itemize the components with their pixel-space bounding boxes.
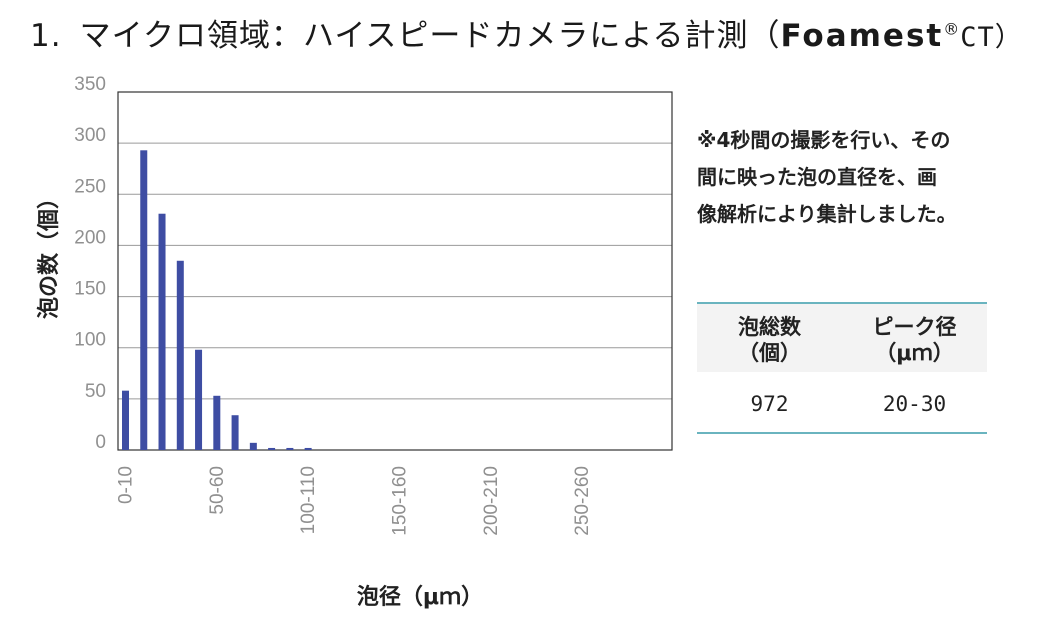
bar <box>140 150 148 450</box>
measurement-note: ※4秒間の撮影を行い、その 間に映った泡の直径を、画 像解析により集計しました。 <box>697 122 1027 233</box>
y-tick-label: 0 <box>95 432 106 453</box>
x-tick-label: 150-160 <box>389 466 410 536</box>
brand-name: Foamest <box>780 18 944 54</box>
x-tick-label: 50-60 <box>207 466 228 515</box>
bar <box>231 415 239 450</box>
note-line: 間に映った泡の直径を、画 <box>697 165 937 189</box>
y-tick-label: 50 <box>85 381 106 402</box>
registered-mark: ® <box>943 19 961 39</box>
y-tick-label: 300 <box>74 125 106 146</box>
peak-diameter-value: 20-30 <box>842 372 987 434</box>
x-axis-title: 泡径（μｍ） <box>357 584 483 610</box>
total-count-header: 泡総数 （個） <box>697 302 842 372</box>
x-tick-label: 250-260 <box>572 466 593 536</box>
chart-bars <box>122 150 312 450</box>
bar <box>176 260 184 450</box>
bar <box>195 349 203 450</box>
y-tick-label: 350 <box>74 74 106 95</box>
total-count-value: 972 <box>697 372 842 434</box>
y-tick-label: 150 <box>74 279 106 300</box>
plot-frame <box>117 91 673 451</box>
heading-text: マイクロ領域：ハイスピードカメラによる計測（ <box>79 18 781 54</box>
x-tick-label: 0-10 <box>116 466 137 504</box>
y-axis-ticks: 0 50 100 150 200 250 300 350 <box>74 74 106 453</box>
note-line: 像解析により集計しました。 <box>697 202 957 226</box>
header-text: ピーク径 <box>872 315 957 339</box>
summary-header-row: 泡総数 （個） ピーク径 （μｍ） <box>697 302 987 372</box>
page-heading: 1. マイクロ領域：ハイスピードカメラによる計測（Foamest®CT） <box>30 10 1023 55</box>
heading-number: 1. <box>30 18 62 54</box>
header-unit: （個） <box>738 341 801 365</box>
y-axis-title: 泡の数（個） <box>36 187 62 319</box>
x-tick-label: 200-210 <box>481 466 502 536</box>
y-tick-label: 100 <box>74 330 106 351</box>
bar <box>122 390 129 450</box>
bar <box>304 447 312 450</box>
bar <box>249 442 257 450</box>
summary-value-row: 972 20-30 <box>697 372 987 434</box>
header-unit: （μｍ） <box>875 341 954 365</box>
header-text: 泡総数 <box>738 315 801 339</box>
bar <box>158 213 166 450</box>
y-tick-label: 200 <box>74 227 106 248</box>
bar <box>268 447 276 450</box>
chart-grid <box>117 91 673 451</box>
peak-diameter-header: ピーク径 （μｍ） <box>842 302 987 372</box>
summary-table: 泡総数 （個） ピーク径 （μｍ） 972 20-30 <box>697 302 987 434</box>
bar <box>213 395 221 450</box>
x-tick-label: 100-110 <box>298 466 319 534</box>
y-tick-label: 250 <box>74 176 106 197</box>
bar <box>286 447 294 450</box>
heading-suffix: CT） <box>960 22 1023 53</box>
note-line: ※4秒間の撮影を行い、その <box>697 128 951 152</box>
x-axis-ticks: 0-10 50-60 100-110 150-160 200-210 250-260 <box>116 466 594 536</box>
